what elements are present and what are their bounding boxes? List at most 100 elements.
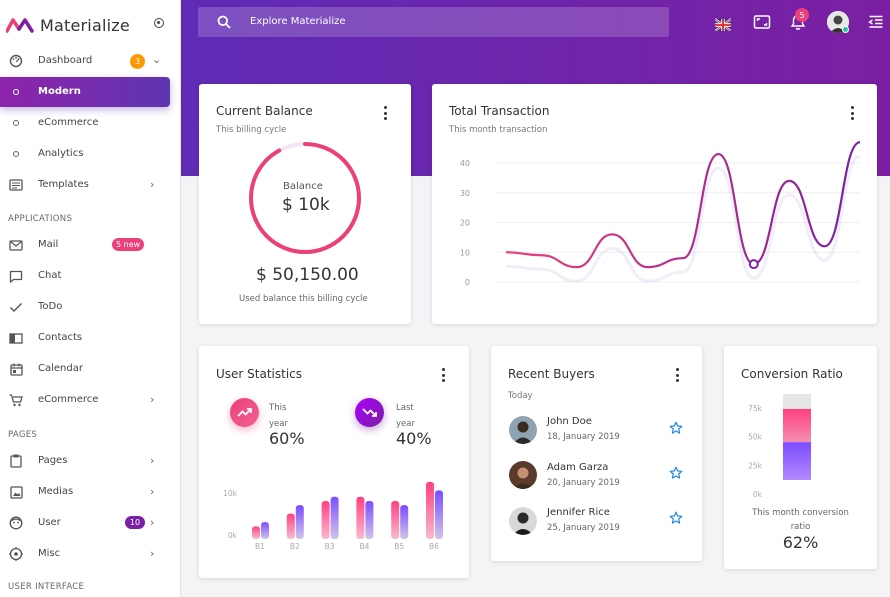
transaction-series-line <box>505 141 861 269</box>
sidebar-item-ecommerce-dash[interactable]: eCommerce <box>0 108 170 138</box>
recent-buyers-card: Recent Buyers Today John Doe 18, January… <box>491 346 702 561</box>
bar-series-1 <box>321 500 330 539</box>
pages-icon <box>9 454 23 468</box>
transaction-line-chart: 40 30 20 10 0 <box>460 141 861 287</box>
chat-icon <box>9 269 23 283</box>
balance-ring <box>249 142 361 254</box>
conversion-bar-segment-1 <box>783 442 811 480</box>
y-tick-label: 30 <box>460 189 470 198</box>
card-subtitle: This month transaction <box>449 125 548 135</box>
chevron-down-icon: ⌄ <box>152 53 162 66</box>
bar-series-1 <box>356 496 365 539</box>
buyer-name[interactable]: Jennifer Rice <box>547 507 610 518</box>
bar-series-2 <box>435 490 443 539</box>
sidebar-item-pages[interactable]: Pages › <box>0 446 170 476</box>
sidebar-item-contacts[interactable]: Contacts <box>0 323 170 353</box>
buyer-name[interactable]: John Doe <box>547 416 592 427</box>
contacts-icon <box>9 331 23 345</box>
dashboard-badge: 3 <box>130 54 145 69</box>
last-year-value: 40% <box>396 429 432 448</box>
trending-down-icon <box>355 398 384 427</box>
card-title: Total Transaction <box>449 104 550 118</box>
uk-flag-icon[interactable] <box>715 13 731 31</box>
star-outline-icon[interactable] <box>669 466 683 480</box>
chevron-right-icon: › <box>150 393 155 406</box>
ring-label: Balance <box>283 181 323 192</box>
conversion-ratio-card: Conversion Ratio 75k 50k 25k 0k This month … <box>724 346 877 569</box>
search-icon <box>217 15 231 29</box>
sidebar-item-label: Dashboard <box>38 55 93 66</box>
fullscreen-icon[interactable] <box>753 13 771 31</box>
highlighted-data-point[interactable] <box>748 259 759 270</box>
face-icon <box>9 516 23 530</box>
buyer-avatar <box>509 416 537 444</box>
sidebar-item-mail[interactable]: Mail 5 new <box>0 230 170 260</box>
circle-icon <box>9 85 23 99</box>
notification-badge: 5 <box>795 8 809 22</box>
x-tick-label: B5 <box>394 542 404 551</box>
search-bar[interactable]: Explore Materialize <box>198 7 669 37</box>
conversion-bar-remaining <box>783 394 811 409</box>
y-tick-label: 40 <box>460 159 470 168</box>
x-tick-label: B1 <box>255 542 265 551</box>
sidebar-item-todo[interactable]: ToDo <box>0 292 170 322</box>
sidebar-item-ecommerce[interactable]: eCommerce › <box>0 385 170 415</box>
sidebar-item-templates[interactable]: Templates › <box>0 170 170 200</box>
brand[interactable]: Materialize <box>6 14 130 36</box>
user-statistics-card: User Statistics This year 60% Last year … <box>199 346 469 578</box>
balance-ring-arc <box>249 142 361 254</box>
sidebar-item-label: Mail <box>38 239 59 250</box>
buyer-date: 25, January 2019 <box>547 523 620 533</box>
sidebar-collapse-radio-icon[interactable] <box>154 18 164 28</box>
sidebar: Materialize Dashboard 3 ⌄ Modern eCommer… <box>0 0 181 597</box>
section-user-interface: USER INTERFACE <box>8 582 85 592</box>
star-outline-icon[interactable] <box>669 421 683 435</box>
buyer-name[interactable]: Adam Garza <box>547 462 609 473</box>
sidebar-item-modern[interactable]: Modern <box>0 77 170 107</box>
y-tick-label: 20 <box>460 219 470 228</box>
dashboard-icon <box>9 54 23 68</box>
more-vert-icon[interactable] <box>441 368 445 382</box>
sidebar-item-dashboard[interactable]: Dashboard 3 ⌄ <box>0 46 170 76</box>
more-vert-icon[interactable] <box>383 106 387 120</box>
sidebar-item-user[interactable]: User 10 › <box>0 508 170 538</box>
card-title: User Statistics <box>216 367 303 381</box>
bar-series-1 <box>426 481 434 539</box>
card-subtitle: This billing cycle <box>216 125 287 135</box>
sidebar-item-label: Pages <box>38 455 68 466</box>
conversion-value: 62% <box>782 533 819 552</box>
y-tick-label: 10 <box>460 248 470 257</box>
x-tick-label: B6 <box>429 542 439 551</box>
user-statistics-bar-chart: 10k 0k B1 B2 B3 B4 B5 B6 <box>223 481 443 551</box>
card-subtitle: Today <box>508 391 533 401</box>
buyer-date: 18, January 2019 <box>547 432 620 442</box>
more-vert-icon[interactable] <box>675 368 679 382</box>
bar-series-2 <box>400 505 409 539</box>
bar-series-1 <box>252 526 260 539</box>
sidebar-item-chat[interactable]: Chat <box>0 261 170 291</box>
image-icon <box>9 485 23 499</box>
sidebar-item-calendar[interactable]: Calendar <box>0 354 170 384</box>
sidebar-item-medias[interactable]: Medias › <box>0 477 170 507</box>
section-applications: APPLICATIONS <box>8 214 73 224</box>
more-vert-icon[interactable] <box>850 106 854 120</box>
sidebar-item-label: Modern <box>38 86 81 97</box>
chevron-right-icon: › <box>150 178 155 191</box>
menu-collapse-icon[interactable] <box>868 13 884 31</box>
circle-icon <box>9 147 23 161</box>
y-tick-label: 0k <box>753 490 763 499</box>
buyer-avatar <box>509 461 537 489</box>
bar-series-1 <box>391 500 400 539</box>
buyer-date: 20, January 2019 <box>547 478 620 488</box>
last-year-label: Last year <box>396 403 415 429</box>
sidebar-item-misc[interactable]: Misc › <box>0 539 170 569</box>
ring-value: $ 10k <box>282 195 330 215</box>
search-input[interactable]: Explore Materialize <box>250 16 346 27</box>
section-pages: PAGES <box>8 430 38 440</box>
conversion-bar-segment-2 <box>783 408 811 443</box>
star-outline-icon[interactable] <box>669 511 683 525</box>
y-tick-label: 75k <box>748 404 763 413</box>
sidebar-item-analytics[interactable]: Analytics <box>0 139 170 169</box>
total-transaction-card: Total Transaction This month transaction… <box>432 84 877 324</box>
card-title: Current Balance <box>216 104 313 118</box>
